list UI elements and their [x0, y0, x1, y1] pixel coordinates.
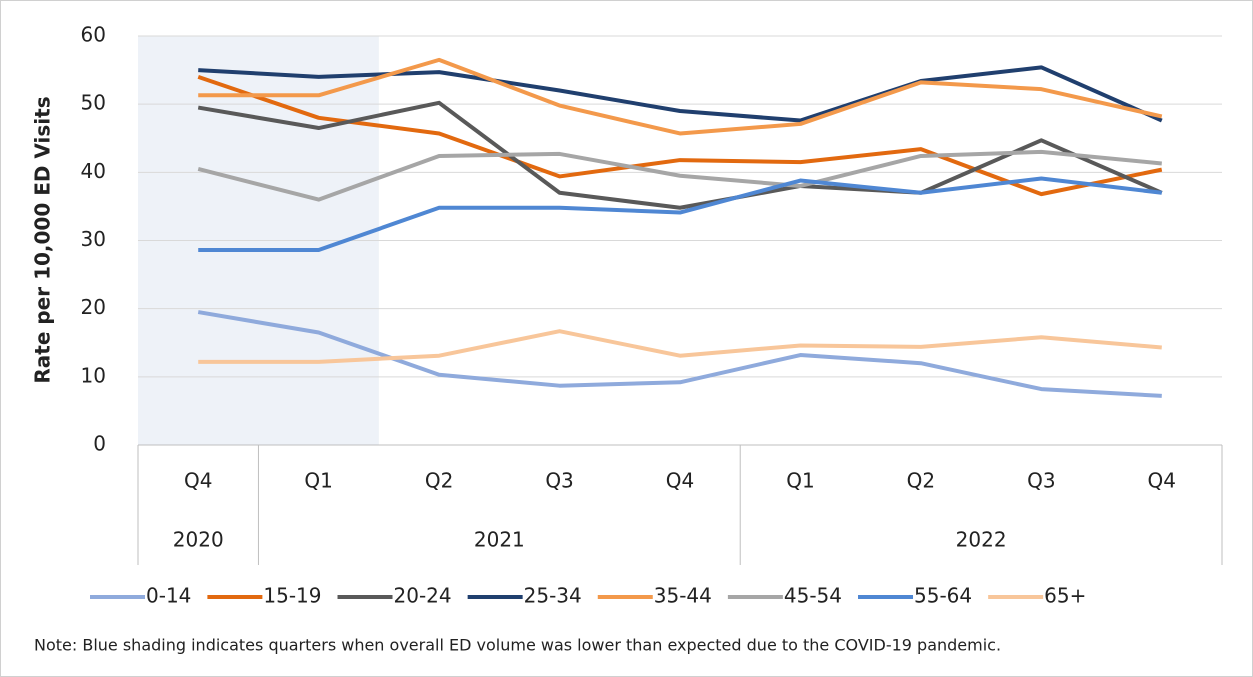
x-tick-label: Q3 [1027, 469, 1055, 493]
legend-label: 55-64 [914, 584, 972, 608]
legend-label: 45-54 [784, 584, 842, 608]
x-tick-label: Q2 [425, 469, 453, 493]
x-tick-label: Q1 [786, 469, 814, 493]
x-tick-label: Q1 [304, 469, 332, 493]
y-tick-label: 10 [81, 363, 106, 387]
y-tick-label: 0 [93, 432, 106, 456]
x-tick-label: Q4 [666, 469, 694, 493]
series-line [198, 329, 1162, 364]
x-tick-label: Q4 [184, 469, 212, 493]
y-tick-label: 40 [81, 159, 106, 183]
y-tick-label: 60 [81, 23, 106, 47]
legend-label: 20-24 [394, 584, 452, 608]
series-line [197, 100, 1163, 210]
y-tick-label: 50 [81, 91, 106, 115]
y-tick-label: 20 [81, 295, 106, 319]
legend-label: 65+ [1044, 584, 1086, 608]
y-tick-label: 30 [81, 227, 106, 251]
x-tick-label: Q2 [907, 469, 935, 493]
series-line [197, 310, 1162, 398]
series-line [198, 176, 1163, 253]
series-line [198, 57, 1163, 136]
legend-label: 25-34 [524, 584, 582, 608]
x-tick-label: Q4 [1148, 469, 1176, 493]
y-axis-title: Rate per 10,000 ED Visits [31, 96, 55, 383]
legend-label: 15-19 [263, 584, 321, 608]
x-group-label: 2020 [173, 528, 224, 552]
note: Note: Blue shading indicates quarters wh… [34, 636, 1001, 655]
x-tick-label: Q3 [545, 469, 573, 493]
plot-area: 0 10 20 30 40 50 60 Q4 Q1 Q2 Q3 Q4 Q1 Q2 Q3 Q4 2020 2021 2… [81, 23, 1223, 565]
x-group-label: 2022 [956, 528, 1007, 552]
series-line [198, 65, 1163, 123]
series-line [197, 75, 1163, 197]
legend-label: 0-14 [146, 584, 191, 608]
legend-label: 35-44 [654, 584, 712, 608]
series-line [197, 149, 1162, 202]
x-group-label: 2021 [474, 528, 525, 552]
